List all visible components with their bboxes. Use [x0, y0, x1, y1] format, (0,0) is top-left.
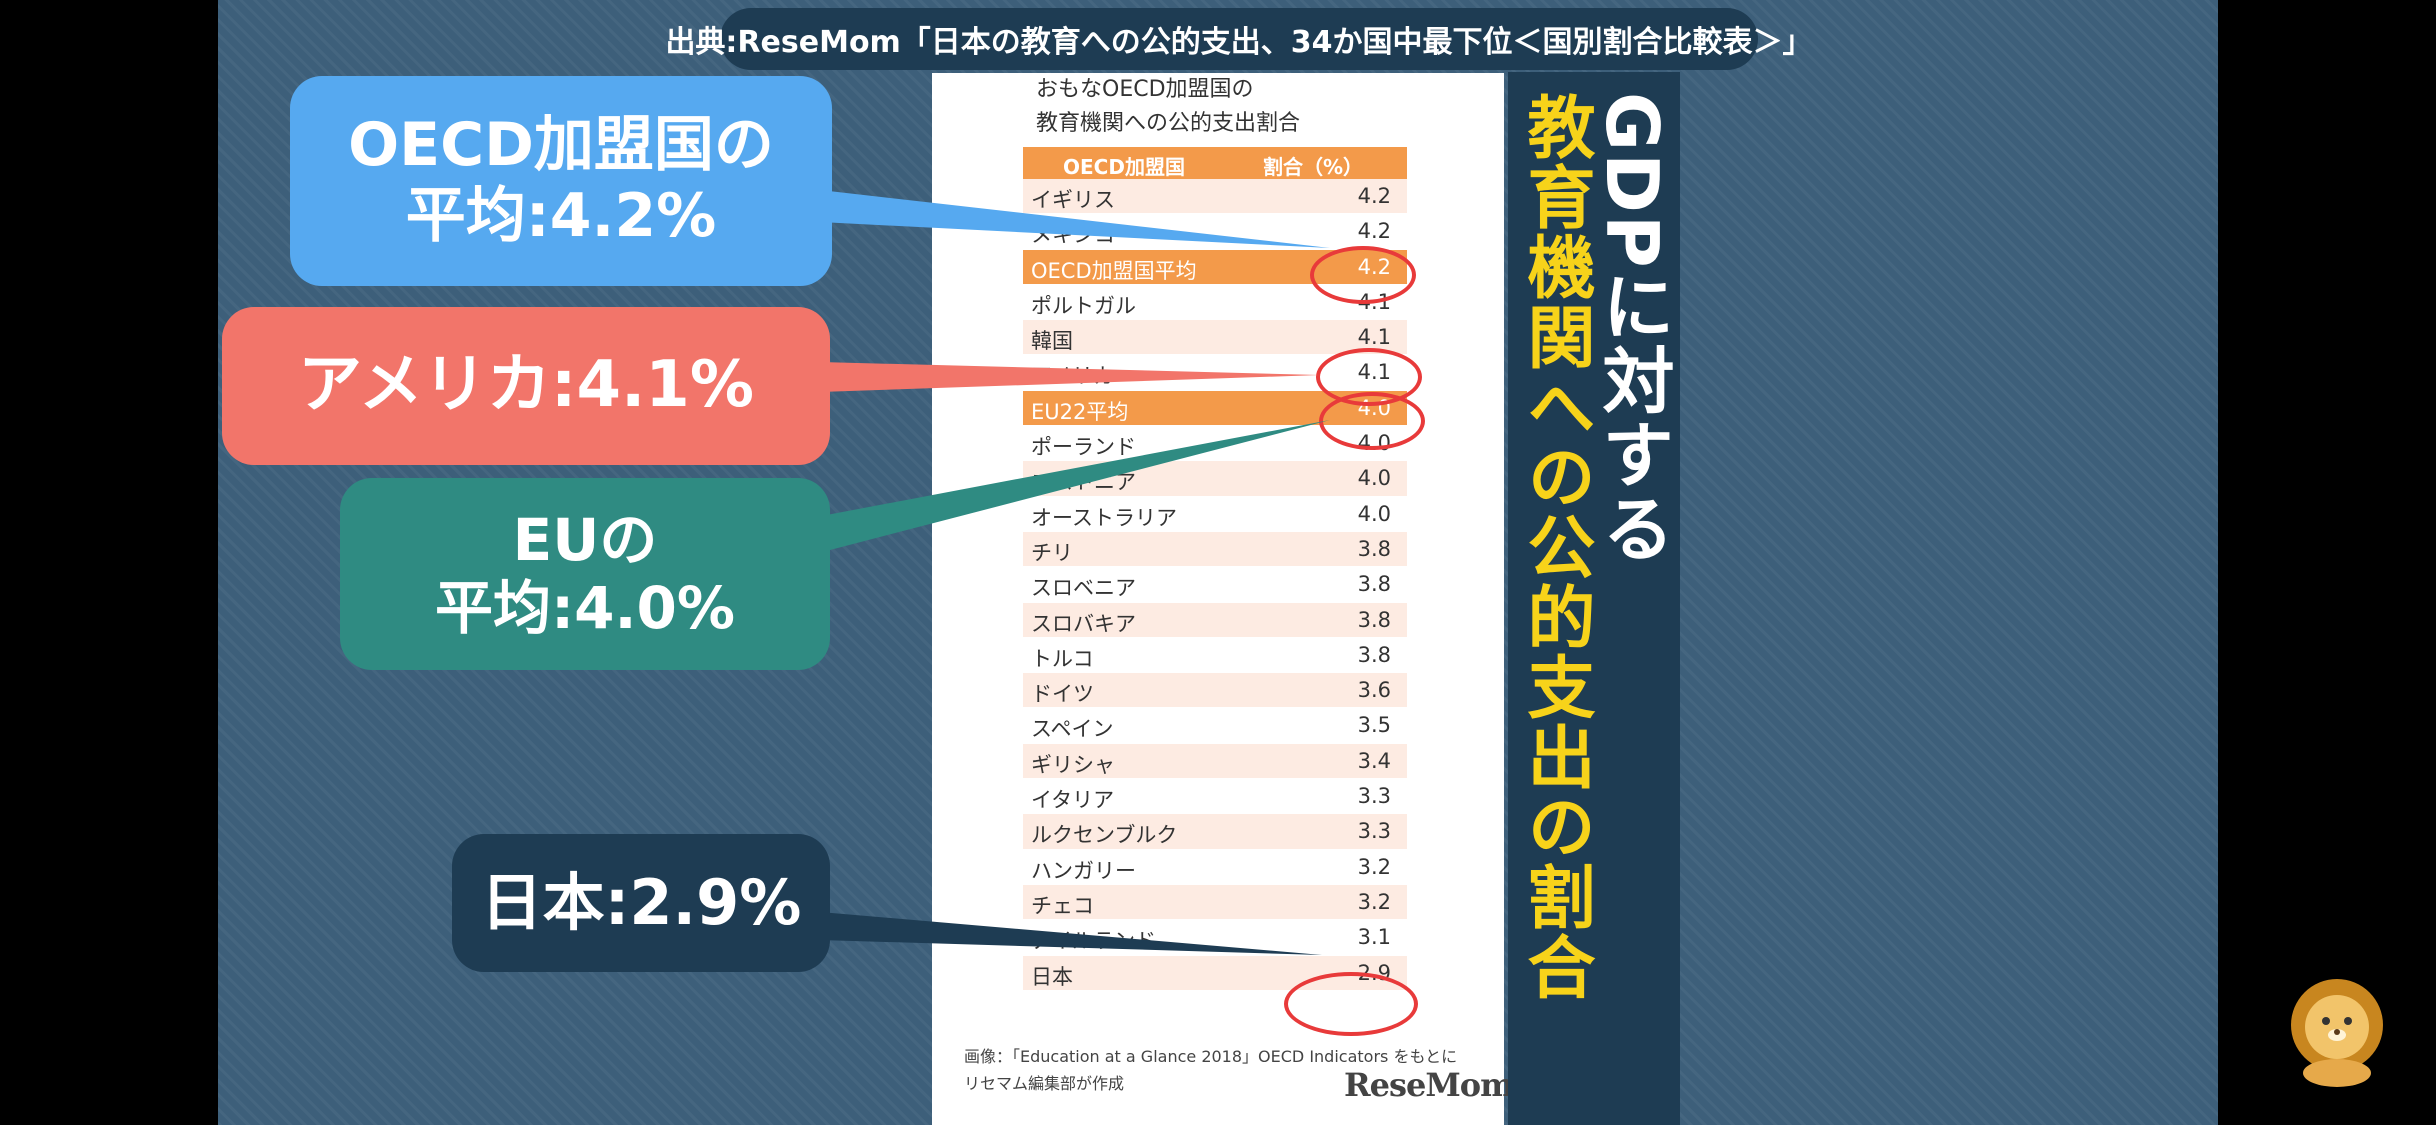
row-country: 日本 — [1031, 964, 1073, 989]
row-country: ポーランド — [1031, 435, 1136, 460]
caption-line1: 画像：「Education at a Glance 2018」OECD Indi… — [964, 1047, 1458, 1066]
table-row: ルクセンブルク 3.3 — [1023, 814, 1407, 850]
row-country: ポルトガル — [1031, 293, 1136, 318]
table-row: ドイツ 3.6 — [1023, 673, 1407, 709]
table-row: チェコ 3.2 — [1023, 884, 1407, 921]
row-value: 3.5 — [1357, 713, 1391, 738]
table-caption: 画像：「Education at a Glance 2018」OECD Indi… — [964, 1043, 1457, 1097]
vertical-title: GDPに対する 教育機関への公的支出の割合 — [1508, 72, 1680, 1125]
callout-japan-text: 日本:2.9% — [480, 866, 802, 940]
table-row: チリ 3.8 — [1023, 531, 1407, 568]
row-value: 3.4 — [1357, 748, 1391, 773]
vertical-title-col2: 教育機関への公的支出の割合 — [1515, 92, 1594, 1002]
table-row: イタリア 3.3 — [1023, 779, 1407, 815]
table-title-line1: おもなOECD加盟国の — [1036, 77, 1254, 102]
row-country: ドイツ — [1031, 682, 1094, 707]
resemom-logo: ReseMom — [1344, 1066, 1514, 1104]
row-country: オーストラリア — [1031, 505, 1177, 530]
pointer-eu — [800, 420, 1330, 550]
row-value: 3.3 — [1357, 784, 1391, 809]
row-value: 4.2 — [1357, 184, 1391, 208]
pointer-oecd — [820, 190, 1330, 248]
row-value: 3.8 — [1357, 642, 1391, 667]
row-country: OECD加盟国平均 — [1031, 258, 1197, 283]
table-row: ハンガリー 3.2 — [1023, 849, 1407, 885]
lion-mascot-icon — [2291, 979, 2383, 1087]
row-country: スロバキア — [1031, 611, 1136, 636]
row-country: EU22平均 — [1031, 399, 1129, 424]
row-value: 3.8 — [1357, 572, 1391, 597]
caption-line2: リセマム編集部が作成 — [964, 1074, 1125, 1093]
callout-oecd-line2: 平均:4.2% — [405, 181, 717, 251]
pointer-japan — [820, 912, 1322, 955]
highlight-circle-oecd — [1310, 246, 1416, 304]
header-country: OECD加盟国 — [1063, 155, 1185, 179]
highlight-circle-eu — [1319, 392, 1425, 450]
row-value: 4.0 — [1357, 501, 1391, 526]
row-country: イタリア — [1031, 788, 1115, 813]
row-country: チェコ — [1031, 893, 1094, 918]
table-header: OECD加盟国 割合（%） — [1023, 147, 1407, 179]
header-value: 割合（%） — [1262, 155, 1363, 179]
row-value: 4.0 — [1357, 466, 1391, 491]
row-value: 4.2 — [1357, 219, 1391, 244]
table-row: イギリス 4.2 — [1023, 179, 1407, 215]
row-country: トルコ — [1031, 646, 1094, 671]
callout-oecd-line1: OECD加盟国の — [348, 110, 774, 181]
table-title-line2: 教育機関への公的支出割合 — [1036, 111, 1301, 136]
source-label: 出典:ReseMom「日本の教育への公的支出、34か国中最下位＜国別割合比較表＞… — [665, 8, 1813, 70]
callout-oecd-average: OECD加盟国の 平均:4.2% — [290, 76, 832, 286]
row-value: 3.2 — [1357, 854, 1391, 879]
row-country: スペイン — [1031, 717, 1114, 742]
row-country: チリ — [1031, 540, 1073, 565]
row-value: 3.2 — [1357, 889, 1391, 914]
row-value: 4.1 — [1357, 325, 1391, 350]
row-value: 3.6 — [1357, 678, 1391, 703]
table-row: トルコ 3.8 — [1023, 637, 1407, 674]
callout-eu-line1: EUの — [512, 505, 658, 574]
vertical-title-col1: GDPに対する — [1590, 92, 1674, 566]
row-value: 3.1 — [1357, 925, 1391, 950]
pointer-us — [820, 362, 1320, 392]
row-country: 韓国 — [1031, 329, 1073, 354]
table-row: スロベニア 3.8 — [1023, 567, 1407, 603]
row-value: 3.8 — [1357, 536, 1391, 561]
row-country: ハンガリー — [1031, 858, 1136, 883]
callout-eu-average: EUの 平均:4.0% — [340, 478, 830, 670]
row-country: イギリス — [1031, 188, 1115, 212]
table-row: スロバキア 3.8 — [1023, 602, 1407, 638]
row-country: ルクセンブルク — [1031, 823, 1178, 848]
callout-us-text: アメリカ:4.1% — [298, 348, 754, 423]
table-row: オーストラリア 4.0 — [1023, 496, 1407, 532]
row-value: 3.3 — [1357, 819, 1391, 844]
row-value: 3.8 — [1357, 607, 1391, 632]
callout-us: アメリカ:4.1% — [222, 307, 830, 465]
row-country: ギリシャ — [1031, 752, 1115, 777]
row-country: スロベニア — [1031, 576, 1136, 601]
callout-japan: 日本:2.9% — [452, 834, 830, 972]
table-row: ギリシャ 3.4 — [1023, 743, 1407, 780]
highlight-circle-japan — [1284, 972, 1418, 1036]
table-row: スペイン 3.5 — [1023, 708, 1407, 744]
table-row: 韓国 4.1 — [1023, 320, 1407, 356]
callout-eu-line2: 平均:4.0% — [434, 574, 736, 642]
